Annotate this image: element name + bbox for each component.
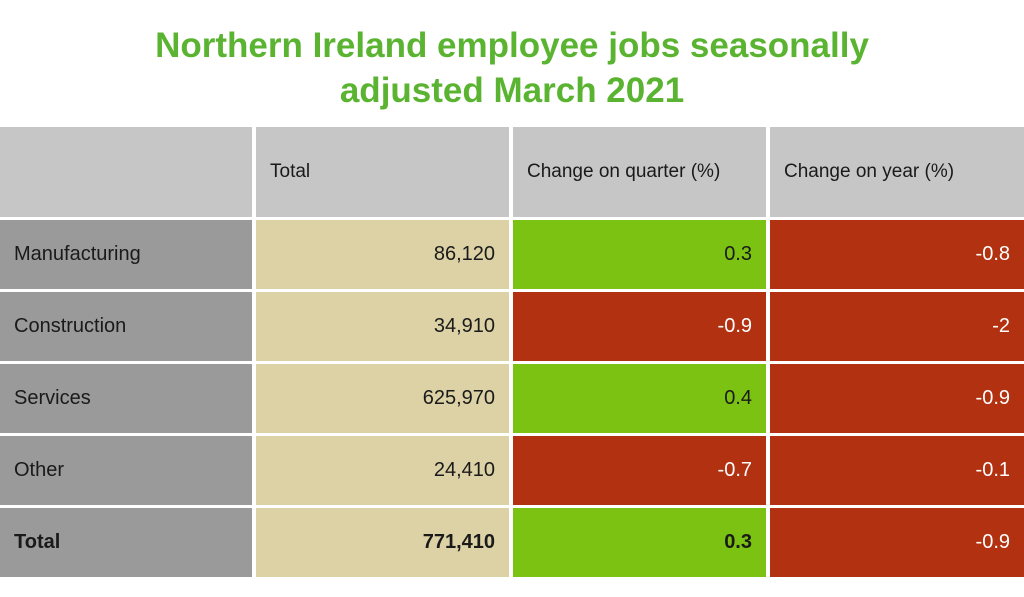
column-header-total: Total — [256, 127, 509, 217]
cell-total: 771,410 — [256, 508, 509, 577]
cell-change-year: -0.9 — [770, 364, 1024, 433]
row-label: Manufacturing — [0, 220, 252, 289]
cell-change-quarter: 0.4 — [513, 364, 766, 433]
page-title: Northern Ireland employee jobs seasonall… — [155, 25, 869, 111]
table-row-services: Services 625,970 0.4 -0.9 — [0, 364, 1024, 433]
column-header-change-quarter: Change on quarter (%) — [513, 127, 766, 217]
cell-change-year: -0.8 — [770, 220, 1024, 289]
cell-change-year: -2 — [770, 292, 1024, 361]
cell-total: 24,410 — [256, 436, 509, 505]
column-header-change-year: Change on year (%) — [770, 127, 1024, 217]
cell-change-year: -0.9 — [770, 508, 1024, 577]
row-label: Other — [0, 436, 252, 505]
cell-change-year: -0.1 — [770, 436, 1024, 505]
jobs-table: Total Change on quarter (%) Change on ye… — [0, 127, 1024, 577]
row-label: Services — [0, 364, 252, 433]
table-header-row: Total Change on quarter (%) Change on ye… — [0, 127, 1024, 217]
table-row-construction: Construction 34,910 -0.9 -2 — [0, 292, 1024, 361]
cell-change-quarter: -0.7 — [513, 436, 766, 505]
cell-change-quarter: -0.9 — [513, 292, 766, 361]
cell-change-quarter: 0.3 — [513, 220, 766, 289]
table-row-total: Total 771,410 0.3 -0.9 — [0, 508, 1024, 577]
row-label: Construction — [0, 292, 252, 361]
column-header-blank — [0, 127, 252, 217]
table-row-manufacturing: Manufacturing 86,120 0.3 -0.8 — [0, 220, 1024, 289]
table-row-other: Other 24,410 -0.7 -0.1 — [0, 436, 1024, 505]
cell-total: 34,910 — [256, 292, 509, 361]
cell-change-quarter: 0.3 — [513, 508, 766, 577]
cell-total: 625,970 — [256, 364, 509, 433]
cell-total: 86,120 — [256, 220, 509, 289]
row-label: Total — [0, 508, 252, 577]
